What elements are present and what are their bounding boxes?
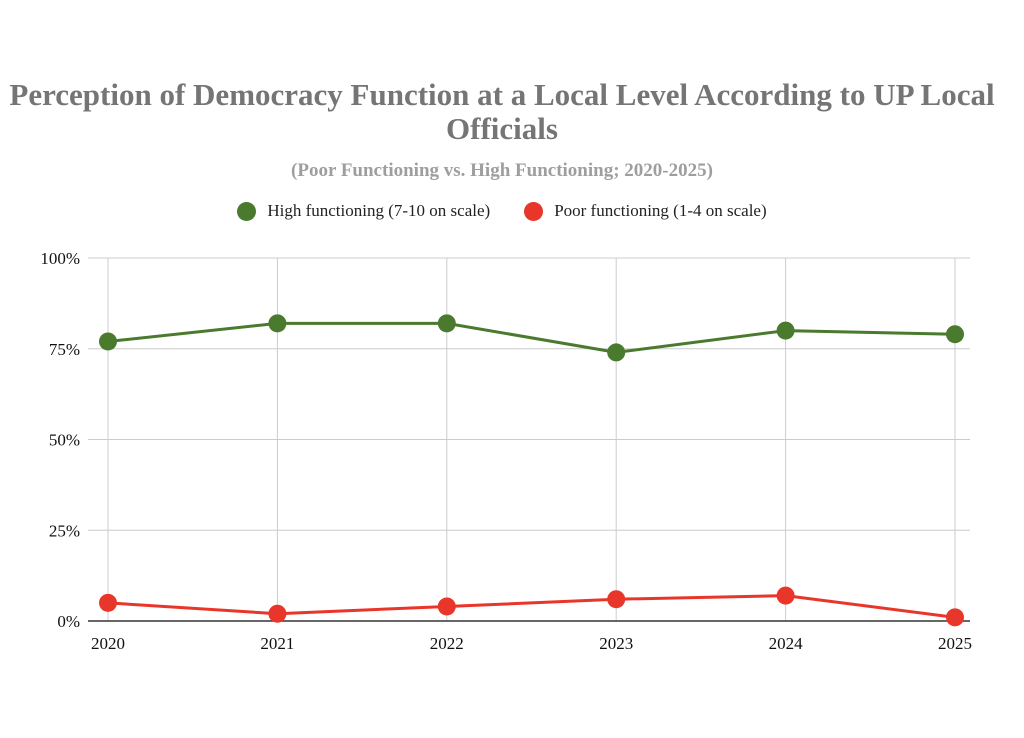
legend-label-poor: Poor functioning (1-4 on scale) (554, 201, 767, 220)
chart-title: Perception of Democracy Function at a Lo… (9, 77, 995, 146)
y-tick-label: 75% (49, 340, 80, 359)
data-point-1-2 (437, 597, 456, 616)
legend-swatch-high (237, 201, 257, 221)
x-tick-label: 2022 (430, 634, 464, 653)
y-tick-label: 25% (49, 521, 80, 540)
data-point-1-5 (946, 608, 964, 627)
data-point-0-4 (776, 321, 795, 340)
data-point-1-1 (268, 604, 287, 623)
data-point-0-5 (946, 325, 964, 344)
legend-item-high[interactable]: High functioning (7-10 on scale) (237, 201, 490, 221)
legend-swatch-poor (524, 201, 544, 221)
series-line-0 (107, 321, 956, 354)
data-point-0-2 (437, 314, 456, 333)
legend-item-poor[interactable]: Poor functioning (1-4 on scale) (524, 201, 767, 221)
legend-label-high: High functioning (7-10 on scale) (267, 201, 491, 220)
y-tick-label: 50% (49, 431, 80, 450)
x-tick-label: 2023 (599, 634, 633, 653)
data-point-1-3 (607, 590, 626, 609)
series-line-1 (107, 594, 956, 619)
data-point-1-4 (776, 586, 795, 605)
x-tick-label: 2024 (769, 634, 804, 653)
chart-subtitle: (Poor Functioning vs. High Functioning; … (291, 160, 713, 181)
x-tick-label: 2025 (938, 634, 972, 653)
data-point-0-1 (268, 314, 287, 333)
y-tick-label: 0% (57, 612, 80, 631)
data-point-1-0 (99, 593, 117, 612)
y-tick-label: 100% (40, 249, 80, 268)
x-tick-label: 2020 (91, 634, 125, 653)
data-point-0-3 (607, 343, 626, 362)
data-point-0-0 (99, 332, 117, 351)
x-tick-label: 2021 (260, 634, 294, 653)
legend: High functioning (7-10 on scale) Poor fu… (0, 201, 1004, 221)
